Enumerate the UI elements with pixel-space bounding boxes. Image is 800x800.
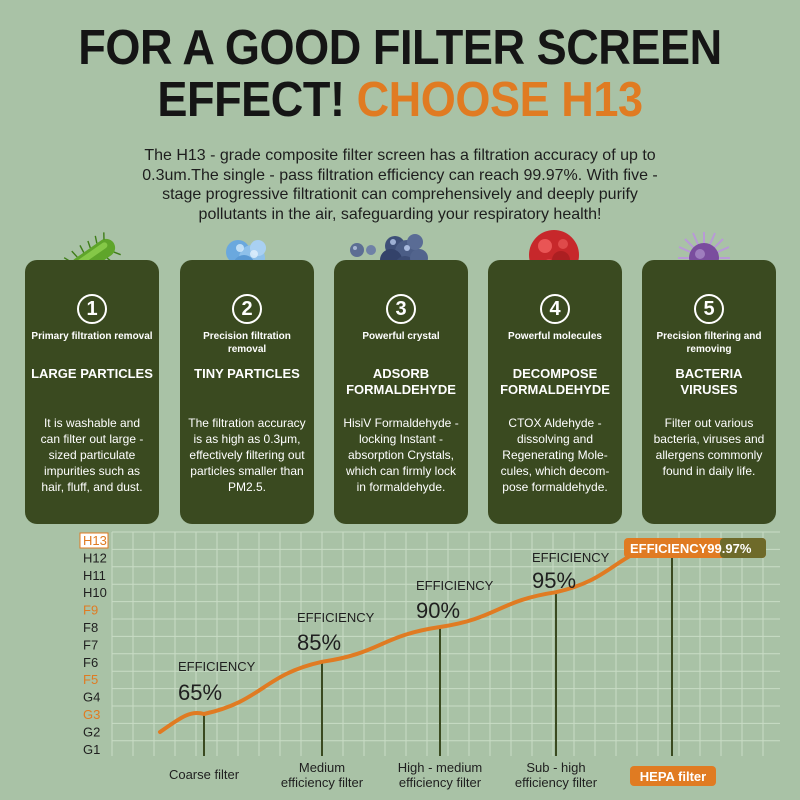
tick-highlight-box bbox=[79, 532, 109, 549]
card-subtitle: Powerful molecules bbox=[508, 331, 602, 342]
headline-line2: EFFECT! CHOOSE H13 bbox=[32, 74, 768, 126]
x-category-label: Coarse filter bbox=[169, 767, 240, 782]
card-description: CTOX Aldehyde - dissolving and Regenerat… bbox=[500, 416, 610, 494]
card-large-particles: 1 Primary filtration removal LARGE PARTI… bbox=[25, 260, 159, 524]
card-description: HisiV Formaldehyde - locking Instant - a… bbox=[343, 416, 459, 494]
card-title: DECOMPOSE FORMALDEHYDE bbox=[500, 366, 610, 397]
efficiency-label: EFFICIENCY bbox=[532, 550, 610, 565]
headline: FOR A GOOD FILTER SCREEN EFFECT! CHOOSE … bbox=[32, 22, 768, 126]
card-title: ADSORB FORMALDEHYDE bbox=[346, 366, 456, 397]
card-tiny-particles: 2 Precision filtration removal TINY PART… bbox=[180, 260, 314, 524]
card-subtitle: Powerful crystal bbox=[362, 331, 440, 342]
y-tick-label: F5 bbox=[83, 672, 98, 687]
efficiency-value: 90% bbox=[416, 598, 460, 623]
efficiency-chart: H13 H12 H11 H10 F9 F8 F7 F6 F5 G4 G3 G2 G1 EFFICIENCY… bbox=[0, 528, 800, 800]
efficiency-curve bbox=[158, 538, 674, 734]
efficiency-value: 65% bbox=[178, 680, 222, 705]
x-category-label: High - medium efficiency filter bbox=[398, 760, 483, 790]
card-title: BACTERIA VIRUSES bbox=[675, 366, 743, 397]
badge-tail bbox=[720, 538, 766, 558]
y-tick-label: F9 bbox=[83, 603, 98, 618]
efficiency-chart-svg: H13 H12 H11 H10 F9 F8 F7 F6 F5 G4 G3 G2 G1 EFFICIENCY… bbox=[79, 531, 780, 790]
card-subtitle: Precision filtration removal bbox=[203, 331, 291, 355]
card-adsorb-formaldehyde: 3 Powerful crystal ADSORB FORMALDEHYDE H… bbox=[334, 260, 468, 524]
hepa-filter-badge bbox=[630, 766, 716, 786]
step-number: 1 bbox=[77, 294, 107, 324]
y-tick-label: F6 bbox=[83, 655, 98, 670]
card-subtitle: Precision filtering and removing bbox=[656, 331, 762, 355]
x-category-label: HEPA filter bbox=[640, 769, 706, 784]
step-number: 3 bbox=[386, 294, 416, 324]
y-tick-label: G2 bbox=[83, 724, 100, 739]
efficiency-value: 85% bbox=[297, 630, 341, 655]
card-title: TINY PARTICLES bbox=[194, 366, 300, 381]
y-tick-label: G1 bbox=[83, 742, 100, 757]
efficiency-label: EFFICIENCY bbox=[178, 659, 256, 674]
card-description: The filtration accuracy is as high as 0.… bbox=[188, 416, 306, 494]
y-tick-label: H13 bbox=[83, 533, 107, 548]
step-number: 5 bbox=[694, 294, 724, 324]
headline-line1: FOR A GOOD FILTER SCREEN bbox=[78, 21, 722, 75]
efficiency-label: EFFICIENCY bbox=[297, 610, 375, 625]
headline-dark: EFFECT! bbox=[157, 73, 345, 127]
y-tick-label: H12 bbox=[83, 550, 107, 565]
step-number: 2 bbox=[232, 294, 262, 324]
intro-text: The H13 - grade composite filter screen … bbox=[142, 147, 658, 223]
card-description: It is washable and can filter out large … bbox=[40, 416, 144, 494]
headline-accent: CHOOSE H13 bbox=[356, 73, 643, 127]
card-decompose-formaldehyde: 4 Powerful molecules DECOMPOSE FORMALDEH… bbox=[488, 260, 622, 524]
y-tick-label: G4 bbox=[83, 690, 100, 705]
y-tick-label: H11 bbox=[83, 568, 106, 583]
card-subtitle: Primary filtration removal bbox=[31, 331, 153, 342]
y-tick-label: F8 bbox=[83, 620, 98, 635]
y-tick-label: G3 bbox=[83, 707, 100, 722]
card-bacteria-viruses: 5 Precision filtering and removing BACTE… bbox=[642, 260, 776, 524]
card-title: LARGE PARTICLES bbox=[31, 366, 153, 381]
efficiency-label: EFFICIENCY bbox=[416, 578, 494, 593]
step-number: 4 bbox=[540, 294, 570, 324]
y-tick-label: F7 bbox=[83, 637, 98, 652]
x-category-label: Medium efficiency filter bbox=[281, 760, 364, 790]
card-description: Filter out various bacteria, viruses and… bbox=[653, 416, 765, 478]
y-tick-label: H10 bbox=[83, 585, 107, 600]
efficiency-value: 95% bbox=[532, 568, 576, 593]
x-category-label: Sub - high efficiency filter bbox=[515, 760, 598, 790]
hepa-efficiency-label: EFFICIENCY99.97% bbox=[630, 541, 752, 556]
